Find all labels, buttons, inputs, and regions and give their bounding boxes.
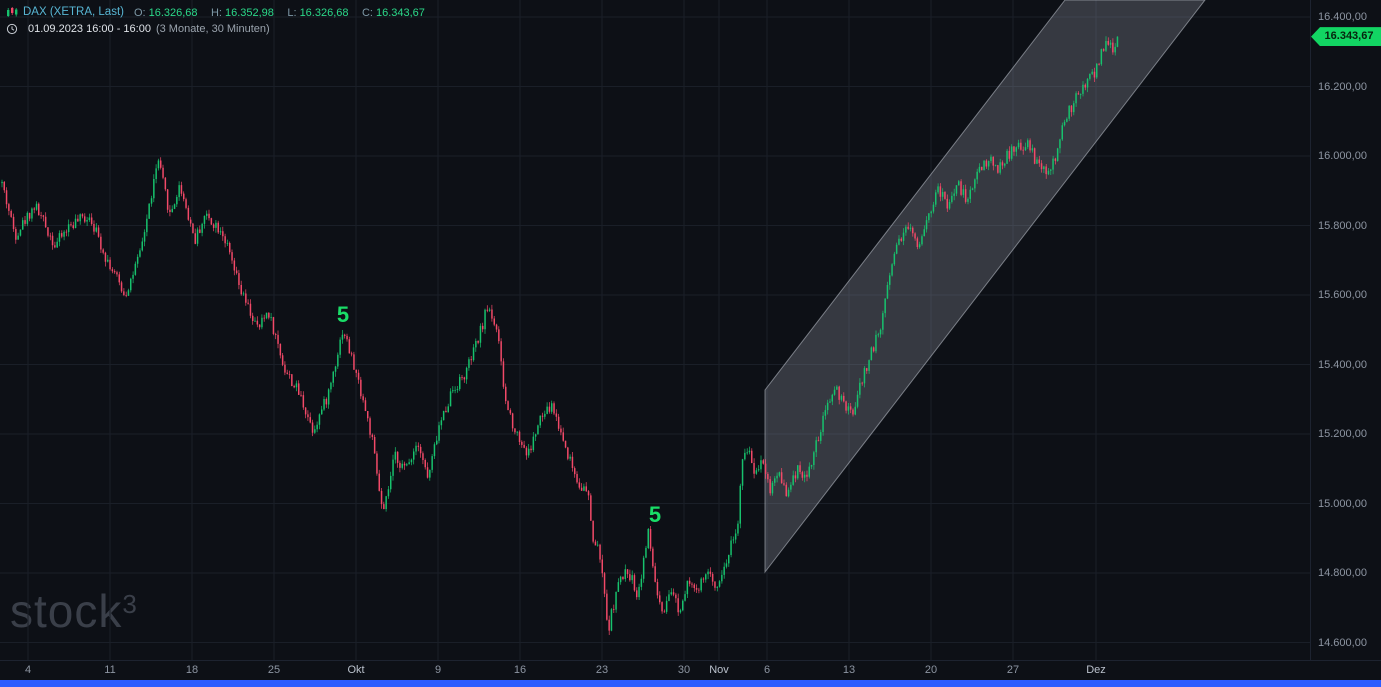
close-label: C: [361,6,373,19]
up-candle-bodies [1,36,1119,631]
ohlc-readout: O: 16.326,68 H: 16.352,98 L: 16.326,68 C: 16… [134,3,434,21]
last-price-tag: 16.343,67 [1311,27,1381,47]
time-axis-label: 27 [1006,664,1020,676]
high-value: 16.352,98 [224,6,274,19]
up-candle-wicks [1,36,1118,632]
price-axis-label: 15.600,00 [1318,289,1367,302]
price-axis-label: 16.400,00 [1318,11,1367,24]
price-axis-label: 15.200,00 [1318,428,1367,441]
timeframe-label: (3 Monate, 30 Minuten) [155,22,270,35]
time-axis-label: 30 [677,664,691,676]
low-value: 16.326,68 [299,6,349,19]
price-axis-label: 15.800,00 [1318,219,1367,232]
open-label: O: [133,6,146,19]
date-range: 01.09.2023 16:00 - 16:00 [28,22,151,35]
time-axis-label: 18 [185,664,199,676]
time-axis-label: 20 [924,664,938,676]
time-axis-label: 4 [24,664,32,676]
high-label: H: [210,6,222,19]
time-axis-label: 16 [513,664,527,676]
range-scrollbar[interactable] [0,680,1381,687]
time-axis[interactable]: 4 11 18 25 Okt 9 16 23 30 Nov 6 13 20 27 Dez [0,660,1310,680]
watermark-sup: 3 [122,589,138,619]
price-axis-label: 14.800,00 [1318,567,1367,580]
time-axis-label: 25 [267,664,281,676]
time-axis-separator [0,660,1381,661]
price-axis-label: 14.600,00 [1318,636,1367,649]
open-value: 16.326,68 [148,6,198,19]
elliott-wave-label[interactable]: 5 [649,502,661,527]
price-axis-label: 16.200,00 [1318,80,1367,93]
chart-legend: DAX (XETRA, Last) O: 16.326,68 H: 16.352,9… [6,3,434,37]
candlestick-chart[interactable]: 55 [0,0,1310,660]
time-axis-label: Dez [1086,664,1106,676]
symbol-title[interactable]: DAX (XETRA, Last) [23,5,124,18]
price-axis-label: 15.000,00 [1318,497,1367,510]
low-label: L: [287,6,297,19]
instrument-chart-icon [6,6,18,18]
time-axis-label: 11 [104,664,116,676]
time-axis-label: Okt [347,664,365,676]
clock-icon [6,23,18,35]
time-axis-label: 13 [842,664,856,676]
price-axis-label: 15.400,00 [1318,358,1367,371]
stock3-watermark: stock3 [10,584,138,638]
watermark-text: stock [10,585,123,637]
time-axis-label: 23 [595,664,609,676]
price-axis-label: 16.000,00 [1318,150,1367,163]
elliott-wave-label[interactable]: 5 [337,302,349,327]
price-axis[interactable]: 16.400,00 16.200,00 16.000,00 15.800,00 15.6… [1312,0,1381,660]
price-axis-separator [1310,0,1311,660]
last-price-value: 16.343,67 [1324,30,1374,43]
time-axis-label: 6 [763,664,771,676]
legend-row-time: 01.09.2023 16:00 - 16:00 (3 Monate, 30 M… [6,20,434,37]
legend-row-symbol: DAX (XETRA, Last) O: 16.326,68 H: 16.352,9… [6,3,434,20]
close-value: 16.343,67 [375,6,425,19]
time-axis-label: Nov [709,664,729,676]
trend-channel[interactable] [764,0,1206,574]
time-axis-label: 9 [434,664,442,676]
